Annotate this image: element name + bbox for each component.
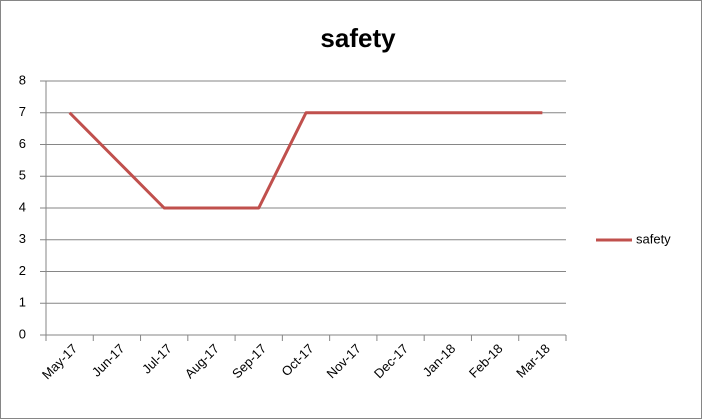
y-tick-label: 0 [19, 326, 26, 341]
line [68, 111, 543, 210]
y-tick-label: 1 [19, 295, 26, 310]
y-tick-label: 2 [19, 263, 26, 278]
y-tick-label: 7 [19, 104, 26, 119]
legend-label: safety [636, 231, 671, 246]
chart-title: safety [320, 23, 396, 53]
y-tick-label: 4 [19, 199, 26, 214]
y-tick-label: 6 [19, 136, 26, 151]
y-tick-label: 3 [19, 231, 26, 246]
y-tick-label: 8 [19, 72, 26, 87]
y-tick-label: 5 [19, 168, 26, 183]
